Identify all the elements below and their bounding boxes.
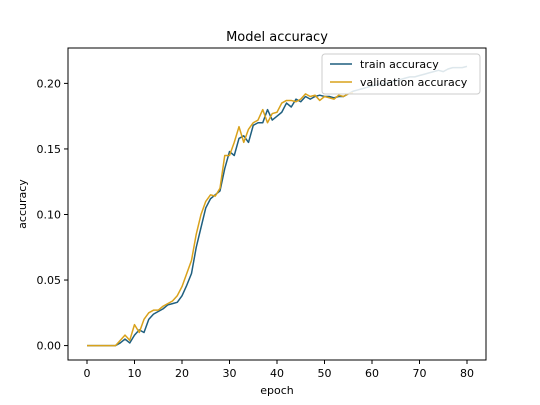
- y-tick-label: 0.10: [37, 208, 62, 221]
- x-axis-label: epoch: [260, 384, 294, 397]
- x-tick-label: 60: [365, 367, 379, 380]
- y-tick-label: 0.05: [37, 274, 62, 287]
- y-axis-label: accuracy: [16, 179, 29, 229]
- y-axis-ticks: 0.00 0.05 0.10 0.15 0.20: [37, 77, 68, 353]
- chart-title: Model accuracy: [226, 30, 328, 45]
- x-tick-label: 70: [413, 367, 427, 380]
- series-line-validation-accuracy: [87, 91, 354, 347]
- plot-area: [67, 47, 487, 361]
- legend-box: [321, 53, 481, 95]
- x-tick-label: 30: [223, 367, 237, 380]
- legend-label-validation-accuracy: validation accuracy: [360, 76, 468, 89]
- x-tick-label: 20: [175, 367, 189, 380]
- y-tick-label: 0.15: [37, 143, 62, 156]
- x-tick-label: 40: [270, 367, 284, 380]
- x-axis-ticks: 0 10 20 30 40 50 60 70 80: [84, 360, 474, 380]
- y-tick-label: 0.00: [37, 340, 62, 353]
- legend-label-train-accuracy: train accuracy: [360, 58, 439, 71]
- x-tick-label: 50: [318, 367, 332, 380]
- x-tick-label: 0: [84, 367, 91, 380]
- x-tick-label: 80: [460, 367, 474, 380]
- legend: train accuracy validation accuracy: [321, 53, 481, 95]
- y-tick-label: 0.20: [37, 77, 62, 90]
- x-tick-label: 10: [128, 367, 142, 380]
